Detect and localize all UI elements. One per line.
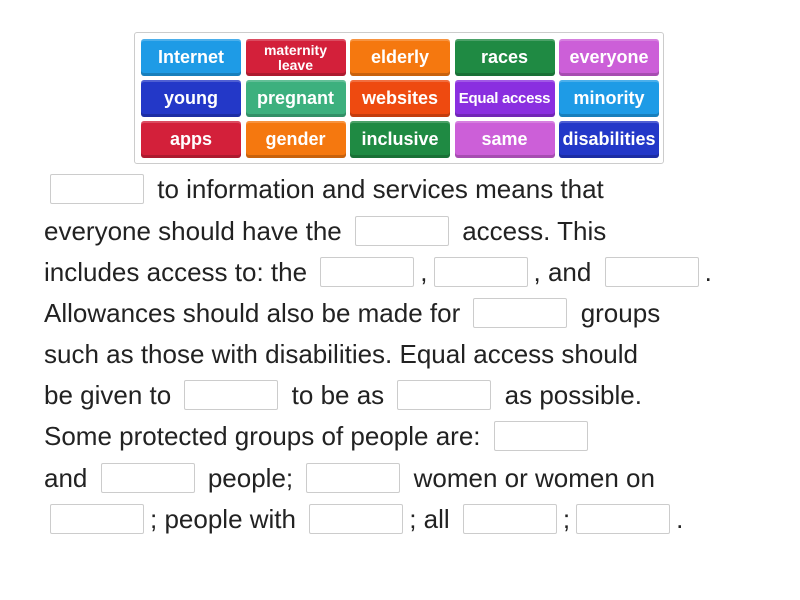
- word-tile[interactable]: races: [454, 39, 555, 76]
- text-segment: to information and services means that: [150, 173, 604, 204]
- text-line: such as those with disabilities. Equal a…: [44, 337, 638, 371]
- word-tile[interactable]: Equal access: [454, 80, 555, 117]
- text-segment: access. This: [455, 215, 607, 246]
- answer-blank[interactable]: [433, 257, 528, 287]
- text-segment: and: [44, 462, 95, 493]
- answer-blank[interactable]: [320, 257, 415, 287]
- text-segment: ; all: [409, 503, 457, 534]
- word-tile[interactable]: maternity leave: [245, 39, 346, 76]
- text-line: includes access to: the , , and .: [44, 255, 712, 289]
- text-segment: Some protected groups of people are:: [44, 420, 488, 451]
- answer-blank[interactable]: [473, 298, 568, 328]
- answer-blank[interactable]: [184, 380, 279, 410]
- text-segment: .: [676, 503, 684, 534]
- answer-blank[interactable]: [397, 380, 492, 410]
- word-tile[interactable]: Internet: [141, 39, 241, 76]
- answer-blank[interactable]: [576, 504, 671, 534]
- text-segment: as possible.: [497, 379, 642, 410]
- text-segment: ,: [420, 256, 428, 287]
- text-segment: Allowances should also be made for: [44, 297, 468, 328]
- answer-blank[interactable]: [309, 504, 404, 534]
- word-tile[interactable]: inclusive: [350, 121, 450, 158]
- word-tile[interactable]: young: [141, 80, 241, 117]
- word-tile[interactable]: pregnant: [245, 80, 346, 117]
- text-line: Allowances should also be made for group…: [44, 296, 660, 330]
- text-segment: ;: [562, 503, 571, 534]
- word-tile[interactable]: elderly: [350, 39, 450, 76]
- text-segment: to be as: [284, 379, 392, 410]
- word-tile[interactable]: websites: [350, 80, 450, 117]
- word-tile[interactable]: gender: [245, 121, 346, 158]
- text-segment: .: [704, 256, 712, 287]
- text-segment: ; people with: [150, 503, 304, 534]
- text-segment: includes access to: the: [44, 256, 315, 287]
- text-segment: , and: [533, 256, 599, 287]
- answer-blank[interactable]: [462, 504, 557, 534]
- word-tile[interactable]: minority: [559, 80, 659, 117]
- answer-blank[interactable]: [306, 463, 401, 493]
- text-segment: groups: [573, 297, 661, 328]
- text-segment: such as those with disabilities. Equal a…: [44, 338, 638, 369]
- word-tile[interactable]: apps: [141, 121, 241, 158]
- text-line: Some protected groups of people are:: [44, 419, 594, 453]
- answer-blank[interactable]: [604, 257, 699, 287]
- text-line: and people; women or women on: [44, 461, 655, 495]
- text-line: to information and services means that: [44, 172, 604, 206]
- text-segment: people;: [200, 462, 301, 493]
- text-line: everyone should have the access. This: [44, 214, 606, 248]
- text-line: be given to to be as as possible.: [44, 378, 642, 412]
- text-line: ; people with ; all ;.: [44, 502, 683, 536]
- text-segment: be given to: [44, 379, 179, 410]
- answer-blank[interactable]: [50, 504, 144, 534]
- answer-blank[interactable]: [355, 216, 449, 246]
- word-bank: Internet maternity leave elderly races every…: [134, 32, 664, 164]
- answer-blank[interactable]: [50, 174, 144, 204]
- answer-blank[interactable]: [493, 421, 588, 451]
- word-tile[interactable]: same: [454, 121, 555, 158]
- text-segment: women or women on: [406, 462, 655, 493]
- word-tile[interactable]: disabilities: [559, 121, 659, 158]
- word-tile[interactable]: everyone: [559, 39, 659, 76]
- text-segment: everyone should have the: [44, 215, 349, 246]
- answer-blank[interactable]: [100, 463, 195, 493]
